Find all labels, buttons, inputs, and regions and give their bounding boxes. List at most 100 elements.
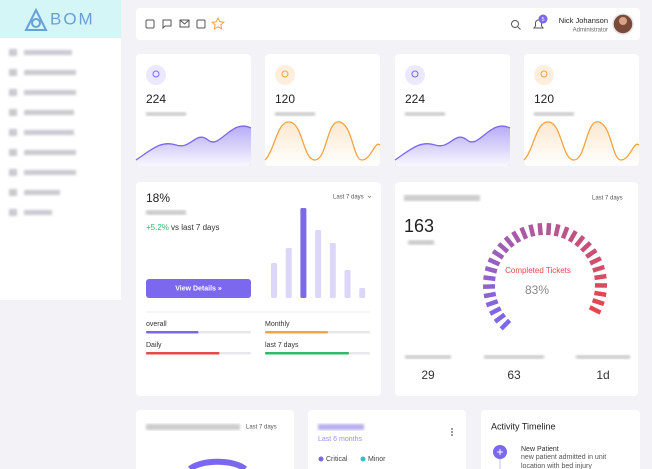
blurred-label	[405, 112, 445, 116]
logo-area	[0, 0, 121, 38]
gauge-segment	[574, 235, 586, 248]
change: +5.2%	[146, 223, 169, 232]
gauge-segment	[484, 266, 498, 274]
timeline-title: Activity Timeline	[491, 421, 556, 431]
mini-bar	[285, 248, 292, 298]
mini-bar	[329, 243, 336, 298]
gauge-segment	[528, 224, 536, 237]
blurred-label	[146, 210, 186, 215]
legend-dot	[360, 456, 366, 462]
gauge-segment	[546, 222, 552, 236]
mini-bar	[300, 208, 307, 298]
gauge-segment	[489, 306, 502, 316]
gauge-segment	[483, 291, 497, 299]
stat-icon	[540, 70, 548, 78]
timeline-card	[481, 410, 640, 469]
gauge-segment	[483, 275, 496, 282]
stat-cards: 224 120 224 120	[135, 54, 640, 166]
donut-arc	[187, 458, 248, 469]
mini-bar	[315, 230, 322, 298]
toolbar-icons	[145, 16, 544, 30]
heart-stat: 29	[421, 368, 435, 382]
sparkline-area	[265, 121, 380, 166]
view-details-button[interactable]	[146, 279, 251, 298]
gauge-segment	[594, 290, 607, 298]
blurred-label	[146, 112, 186, 116]
gauge-segment	[493, 312, 507, 324]
period-dropdown[interactable]: Last 7 days	[333, 195, 364, 201]
top-bar	[136, 8, 640, 40]
sidebar-menu	[9, 49, 76, 216]
blurred-label	[275, 112, 315, 116]
progress-fill	[265, 331, 328, 334]
timeline-item-text-box: new patient admitted in unit location wi…	[521, 454, 607, 469]
gauge-segment	[519, 226, 529, 240]
button-label: View Details »	[175, 285, 222, 292]
logo-text: BOM	[50, 9, 95, 28]
change-text: vs last 7 days	[171, 223, 219, 232]
gauge-segment	[511, 230, 522, 244]
blurred-title	[318, 424, 364, 430]
user-name: Nick Johanson	[559, 16, 608, 25]
progress-label: last 7 days	[265, 342, 299, 349]
progress-fill	[146, 352, 220, 355]
sparkline	[264, 121, 381, 161]
overview-percent: 18%	[146, 191, 170, 205]
gauge-value: 83%	[525, 283, 549, 297]
stat-value: 224	[405, 92, 425, 106]
heart-stat: 1d	[596, 368, 609, 382]
surgeries-subtitle: Last 6 months	[318, 436, 362, 443]
gauge-label: Completed Tickets	[505, 266, 571, 275]
sparkline-area	[524, 121, 639, 166]
timeline-item-text: new patient admitted in unit location wi…	[521, 454, 607, 469]
plus-icon	[497, 449, 503, 455]
gauge-segment	[580, 241, 592, 253]
sparkline-area	[395, 126, 510, 166]
badge-count: 5	[541, 17, 544, 23]
gauge	[482, 222, 608, 331]
legend-label: Critical	[326, 456, 348, 463]
mini-bar	[344, 270, 351, 298]
gauge-segment	[560, 226, 570, 240]
gauge-segment	[497, 242, 510, 254]
logo-icon	[24, 7, 48, 31]
stat-icon-bg	[534, 65, 554, 85]
gauge-segment	[589, 256, 602, 266]
gauge-segment	[585, 248, 598, 259]
period-dropdown[interactable]: Last 7 days	[246, 425, 277, 431]
heart-card	[395, 182, 638, 396]
stat-icon	[152, 70, 160, 78]
gauge-segment	[499, 318, 512, 331]
sparkline	[394, 125, 511, 161]
progress-label: Monthly	[265, 321, 290, 328]
menu-dots[interactable]	[451, 428, 453, 436]
period-dropdown[interactable]: Last 7 days	[592, 196, 623, 202]
progress-fill	[146, 331, 199, 334]
gauge-segment	[588, 305, 602, 315]
stat-icon	[281, 70, 289, 78]
stat-icon-bg	[146, 65, 166, 85]
blurred-label	[408, 240, 434, 245]
gauge-segment	[487, 257, 501, 267]
avatar-face	[619, 17, 627, 25]
stat-value: 120	[275, 92, 295, 106]
stat-icon	[411, 70, 419, 78]
gauge-segment	[485, 299, 499, 308]
mini-bar	[271, 263, 277, 298]
progress-fill	[265, 352, 349, 355]
sparkline	[523, 121, 640, 161]
gauge-segment	[553, 223, 561, 237]
dropdown-caret	[367, 195, 372, 198]
gauge-segment	[503, 235, 515, 248]
progress-label: overall	[146, 321, 167, 328]
stat-value: 120	[534, 92, 554, 106]
progress-label: Daily	[146, 342, 162, 349]
stat-value: 224	[146, 92, 166, 106]
gauge-segment	[594, 273, 607, 281]
blurred-title	[404, 195, 480, 201]
blurred-stat-labels	[405, 355, 630, 359]
gauge-segment	[567, 230, 578, 243]
gauge-segment	[491, 249, 505, 260]
